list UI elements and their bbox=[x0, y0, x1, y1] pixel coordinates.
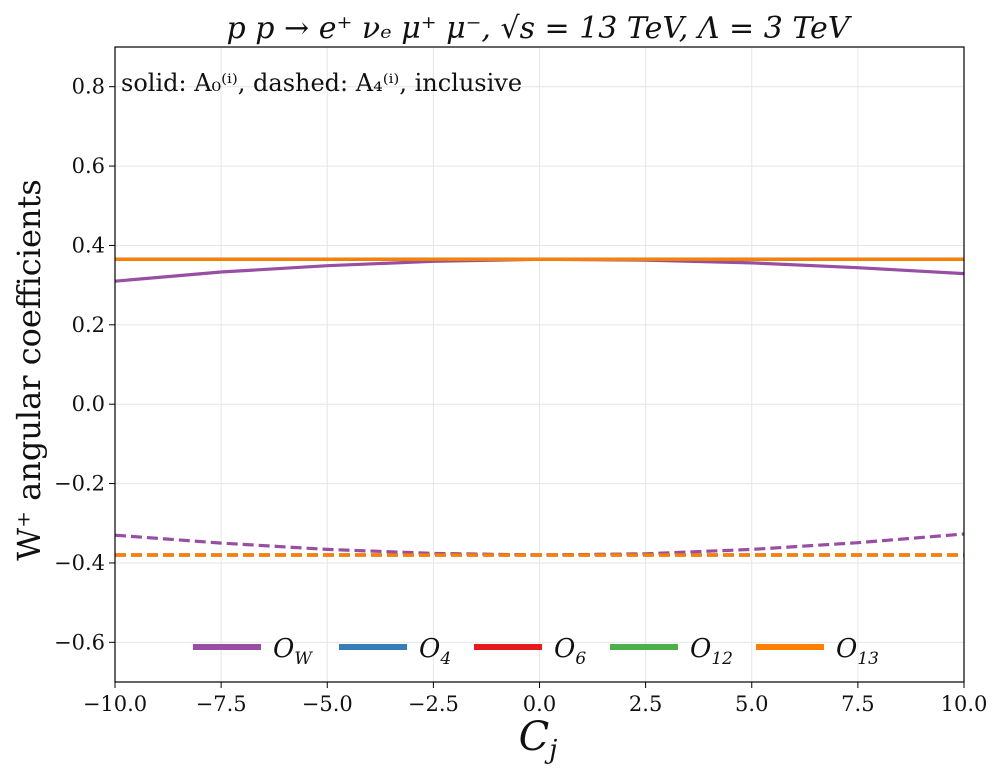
legend-label: O4 bbox=[419, 634, 451, 669]
y-tick-label: −0.2 bbox=[54, 472, 105, 496]
legend: OW O4 O6 O12 O13 bbox=[193, 634, 879, 669]
legend-label: OW bbox=[273, 634, 313, 669]
grid bbox=[114, 47, 965, 682]
y-tick-label: −0.6 bbox=[54, 630, 105, 654]
legend-label: O12 bbox=[690, 634, 733, 669]
legend-label: O6 bbox=[554, 634, 586, 669]
x-tick-label: 2.5 bbox=[629, 692, 662, 716]
chart-annotation: solid: A₀⁽ⁱ⁾, dashed: A₄⁽ⁱ⁾, inclusive bbox=[121, 69, 522, 97]
y-axis-label: W⁺ angular coefficients bbox=[10, 179, 48, 561]
y-tick-label: 0.0 bbox=[72, 392, 105, 416]
plot-lines bbox=[114, 257, 965, 557]
y-tick-label: 0.2 bbox=[72, 313, 105, 337]
x-tick-label: −10.0 bbox=[83, 692, 147, 716]
axis-ticks: −10.0 −7.5 −5.0 −2.5 0.0 2.5 5.0 7.5 10.0 −0.6 −0.… bbox=[54, 75, 987, 716]
y-tick-label: 0.8 bbox=[72, 75, 105, 99]
y-tick-label: 0.6 bbox=[72, 154, 105, 178]
legend-label: O13 bbox=[836, 634, 879, 669]
x-axis-label: Cj bbox=[519, 714, 558, 765]
y-tick-label: −0.4 bbox=[54, 551, 105, 575]
chart-title: p p → e⁺ νₑ μ⁺ μ⁻, √s = 13 TeV, Λ = 3 Te… bbox=[227, 11, 853, 46]
x-tick-label: −5.0 bbox=[302, 692, 353, 716]
y-tick-label: 0.4 bbox=[72, 233, 105, 257]
x-tick-label: 0.0 bbox=[523, 692, 556, 716]
x-tick-label: −2.5 bbox=[408, 692, 459, 716]
x-tick-label: 5.0 bbox=[735, 692, 768, 716]
x-tick-label: 7.5 bbox=[841, 692, 874, 716]
x-axis-label-main: C bbox=[519, 714, 550, 760]
x-tick-label: −7.5 bbox=[196, 692, 247, 716]
x-tick-label: 10.0 bbox=[941, 692, 988, 716]
